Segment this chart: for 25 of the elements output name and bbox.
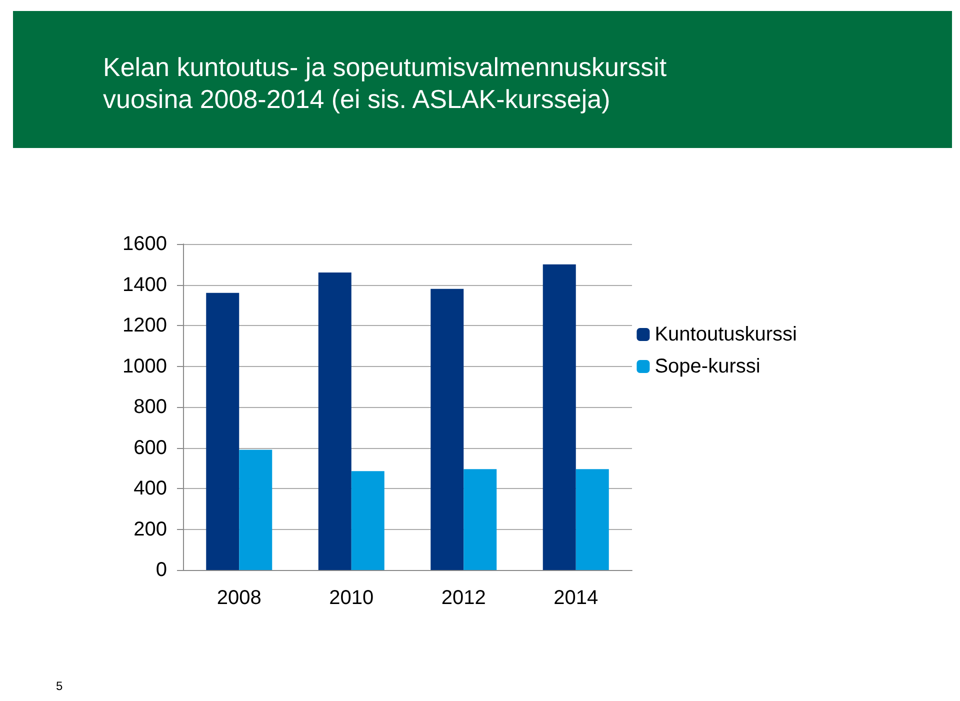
y-tick-label: 1600 bbox=[122, 233, 167, 255]
y-tick-label: 0 bbox=[156, 559, 167, 581]
y-tick-label: 1400 bbox=[122, 274, 167, 296]
bar bbox=[239, 450, 272, 570]
x-tick-label: 2012 bbox=[441, 587, 486, 609]
x-tick-label: 2008 bbox=[216, 587, 262, 609]
y-tick-label: 800 bbox=[134, 396, 167, 418]
bar bbox=[464, 469, 497, 570]
x-tick-label: 2010 bbox=[329, 587, 374, 609]
bar bbox=[430, 288, 464, 570]
y-tick-label: 600 bbox=[134, 436, 167, 459]
y-tick-label: 200 bbox=[134, 518, 167, 540]
y-tick-label: 400 bbox=[134, 478, 167, 500]
bar bbox=[318, 272, 352, 570]
bar bbox=[351, 471, 384, 570]
bar bbox=[206, 292, 240, 570]
bar bbox=[576, 469, 609, 570]
y-tick-label: 1200 bbox=[122, 314, 167, 336]
text: 5 bbox=[56, 679, 63, 693]
x-tick-label: 2014 bbox=[554, 587, 598, 609]
legend-label: Kuntoutuskurssi bbox=[654, 324, 797, 346]
y-tick-label: 1000 bbox=[122, 355, 167, 378]
bar bbox=[542, 264, 576, 570]
chart-title: Kelan kuntoutus- ja sopeutumisvalmennuskurssit vuosina 2008-2014 (ei sis. ASLAK-kursseja) bbox=[103, 52, 668, 114]
legend-label: Sope-kurssi bbox=[654, 356, 760, 378]
